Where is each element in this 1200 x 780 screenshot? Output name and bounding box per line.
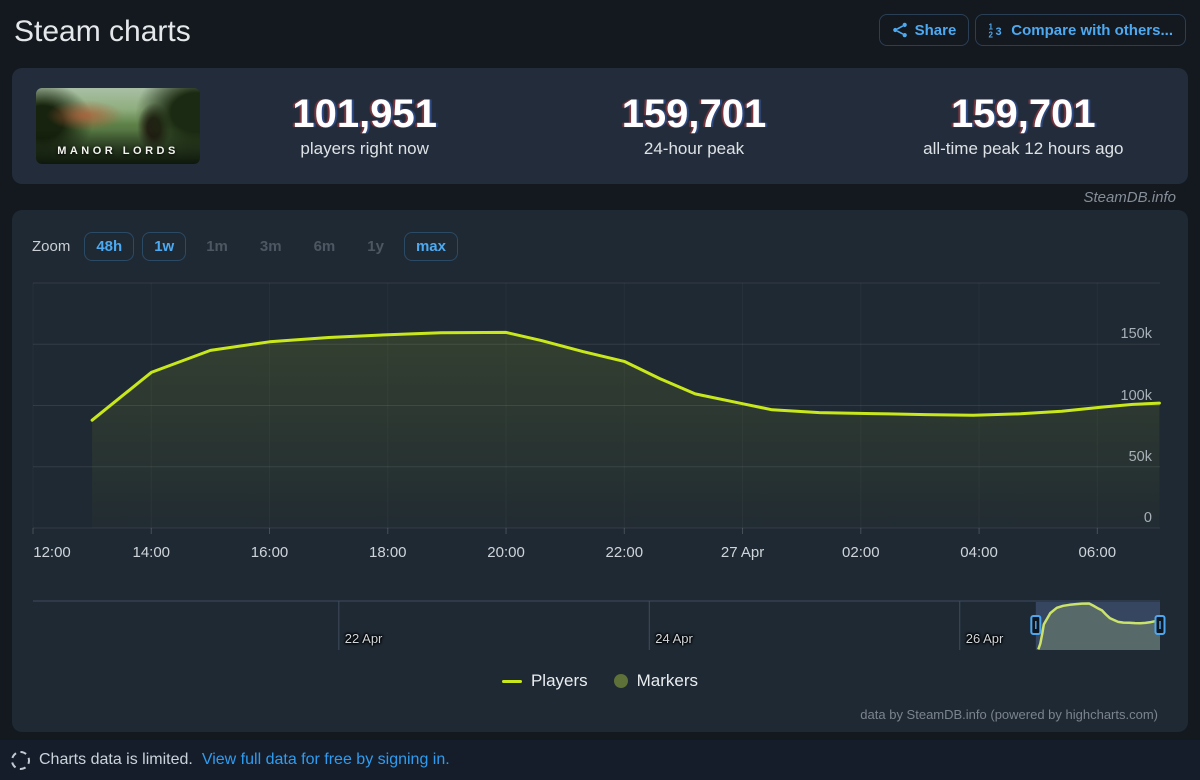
- legend-line-swatch: [501, 679, 522, 683]
- legend-item-markers[interactable]: Markers: [613, 671, 699, 691]
- stat-value: 101,951: [292, 91, 437, 136]
- stat-label: players right now: [300, 139, 429, 159]
- x-axis-label: 16:00: [250, 544, 289, 561]
- x-axis-label: 18:00: [368, 544, 407, 561]
- legend-label: Markers: [636, 671, 699, 690]
- zoom-option-1w[interactable]: 1w: [142, 232, 187, 261]
- navigator-axis-label: 24 Apr: [655, 631, 693, 646]
- svg-text:3: 3: [996, 26, 1002, 38]
- x-axis-label: 06:00: [1078, 544, 1117, 561]
- x-axis-label: 12:00: [33, 544, 71, 561]
- zoom-option-48h[interactable]: 48h: [84, 232, 135, 261]
- page-header: Steam charts Share 1 2 3 Compare with ot…: [0, 0, 1200, 68]
- navigator-axis-label: 22 Apr: [344, 631, 383, 646]
- players-chart: [32, 282, 1166, 650]
- navigator-axis-label: 26 Apr: [965, 631, 1004, 646]
- zoom-bar: Zoom 48h 1w 1m 3m 6m 1y max: [32, 232, 458, 261]
- compare-button[interactable]: 1 2 3 Compare with others...: [975, 14, 1186, 46]
- zoom-option-6m[interactable]: 6m: [302, 232, 348, 261]
- stat-alltime-peak: 159,701 all-time peak 12 hours ago: [859, 91, 1188, 159]
- y-axis-label: 0: [1143, 510, 1152, 526]
- zoom-bar-label: Zoom: [32, 238, 71, 255]
- svg-text:2: 2: [989, 31, 994, 39]
- chart-legend: Players Markers: [12, 671, 1188, 691]
- zoom-option-3m[interactable]: 3m: [248, 232, 294, 261]
- watermark-row: SteamDB.info: [0, 184, 1200, 210]
- header-actions: Share 1 2 3 Compare with others...: [878, 14, 1186, 46]
- navigator-series-line: [1037, 602, 1161, 650]
- x-axis-label: 22:00: [605, 544, 644, 561]
- compare-button-label: Compare with others...: [1011, 21, 1173, 39]
- navigator-selection[interactable]: [1035, 602, 1160, 650]
- svg-text:1: 1: [989, 23, 994, 32]
- share-button-label: Share: [914, 21, 957, 39]
- chart-credit: data by SteamDB.info (powered by highcha…: [860, 707, 1158, 722]
- players-series-line: [90, 330, 1161, 422]
- share-icon: [892, 22, 908, 38]
- players-area-fill: [92, 332, 1160, 528]
- compare-123-icon: 1 2 3: [988, 22, 1004, 39]
- steamdb-watermark: SteamDB.info: [1083, 188, 1176, 206]
- zoom-options: 48h 1w 1m 3m 6m 1y max: [84, 232, 458, 261]
- game-title: MANOR LORDS: [57, 145, 179, 157]
- zoom-option-1m[interactable]: 1m: [194, 232, 240, 261]
- legend-circle-swatch: [613, 674, 628, 688]
- x-axis-label: 14:00: [132, 544, 171, 561]
- x-axis-label: 04:00: [960, 544, 998, 561]
- stat-value: 159,701: [951, 91, 1096, 136]
- share-button[interactable]: Share: [878, 14, 970, 46]
- stats-panel: MANOR LORDS 101,951 players right now 15…: [12, 68, 1188, 184]
- legend-label: Players: [530, 671, 588, 690]
- limited-data-footer: Charts data is limited. View full data f…: [0, 740, 1200, 780]
- footer-notice: Charts data is limited.: [39, 751, 193, 768]
- stat-current-players: 101,951 players right now: [200, 91, 529, 159]
- page-title: Steam charts: [14, 15, 191, 48]
- stat-24h-peak: 159,701 24-hour peak: [529, 91, 858, 159]
- x-axis-label: 20:00: [487, 544, 525, 561]
- x-axis-label: 02:00: [842, 544, 880, 561]
- sign-in-link[interactable]: View full data for free by signing in.: [201, 751, 450, 768]
- dashed-circle-icon: [11, 750, 30, 770]
- x-axis-label: 27 Apr: [720, 544, 765, 561]
- zoom-option-1y[interactable]: 1y: [355, 232, 396, 261]
- stat-value: 159,701: [621, 91, 767, 136]
- stat-label: all-time peak 12 hours ago: [923, 139, 1124, 159]
- legend-item-players[interactable]: Players: [501, 671, 588, 691]
- y-axis-label: 150k: [1120, 326, 1152, 343]
- zoom-option-max[interactable]: max: [403, 232, 458, 261]
- navigator-area-fill: [1038, 603, 1160, 650]
- game-capsule-image: MANOR LORDS: [36, 88, 200, 164]
- y-axis-label: 100k: [1120, 387, 1152, 404]
- y-axis-label: 50k: [1128, 448, 1152, 465]
- chart-axis-labels: 0 50k 100k 150k 12:00 14:00 16:00 18:00 20:00 22:…: [12, 210, 1188, 732]
- stat-label: 24-hour peak: [643, 139, 745, 159]
- chart-panel: Zoom 48h 1w 1m 3m 6m 1y max 0 50k 100k 150k 12:00 1…: [12, 210, 1188, 732]
